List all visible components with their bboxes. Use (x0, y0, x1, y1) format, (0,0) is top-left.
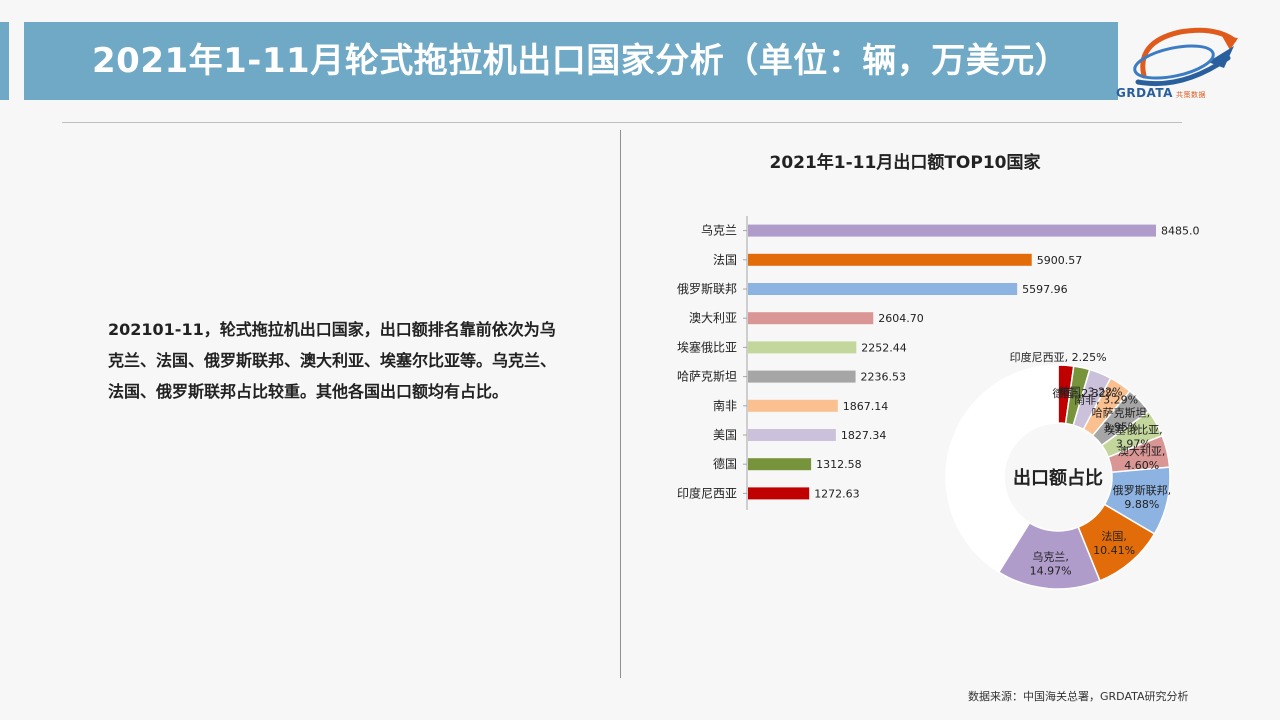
bar-value-label: 1867.14 (843, 400, 889, 413)
bar-value-label: 1312.58 (816, 458, 862, 471)
bar-value-label: 1272.63 (814, 487, 860, 500)
donut-center-title: 出口额占比 (1013, 467, 1103, 489)
donut-data-label: 哈萨克斯坦, 3.95% (1092, 405, 1151, 433)
donut-data-label: 澳大利亚, 4.60% (1118, 444, 1166, 472)
grdata-logo-icon (1133, 27, 1238, 87)
bar-category-label: 南非 (713, 398, 737, 413)
bar-category-label: 美国 (713, 428, 737, 442)
bar (748, 370, 856, 383)
bar-value-label: 2236.53 (861, 371, 907, 384)
bar-value-label: 2252.44 (861, 341, 907, 354)
donut-data-label: 德国, 2.32% (1052, 386, 1116, 400)
bar-value-label: 5900.57 (1037, 254, 1083, 267)
bar (748, 253, 1032, 266)
bar-chart: 乌克兰 8485.01 法国 5900.57 俄罗斯联邦 5597.96 澳大利亚 2604.… (677, 216, 1200, 510)
bar-chart-title: 2021年1-11月出口额TOP10国家 (769, 153, 1041, 173)
donut-data-label: 南非, 3.29% (1074, 394, 1138, 407)
donut-data-label: 美国, 3.22% (1059, 385, 1123, 398)
summary-text: 202101-11，轮式拖拉机出口国家，出口额排名靠前依次为乌克兰、法国、俄罗斯… (108, 320, 557, 401)
header-divider (62, 122, 1182, 123)
bar (748, 312, 874, 325)
donut-chart: 出口额占比 印度尼西亚, 2.25% 德国, 2.32%美国, 3.22%南非, 3… (945, 350, 1172, 590)
donut-data-label: 印度尼西亚, 2.25% (1010, 350, 1107, 364)
bar-value-label: 8485.01 (1161, 225, 1200, 238)
bar (748, 283, 1018, 295)
donut-data-label: 埃塞俄比亚, 3.97% (1104, 423, 1163, 451)
bar-category-label: 埃塞俄比亚 (677, 339, 737, 354)
bar (748, 341, 857, 354)
bar (748, 224, 1156, 237)
page-title: 2021年1-11月轮式拖拉机出口国家分析（单位：辆，万美元） (92, 41, 1070, 81)
logo-wordmark: GRDATA 共策数据 (1116, 86, 1206, 100)
bar-category-label: 印度尼西亚 (677, 485, 737, 500)
bar-category-label: 乌克兰 (701, 223, 737, 238)
bar-category-label: 哈萨克斯坦 (677, 370, 737, 384)
bar (748, 458, 812, 471)
bar (748, 429, 836, 441)
logo-brand: GRDATA (1116, 86, 1173, 100)
title-accent-bar (0, 22, 9, 100)
bar-category-label: 法国 (713, 253, 737, 267)
bar (748, 399, 838, 412)
column-divider (620, 130, 621, 678)
donut-data-label: 乌克兰, 14.97% (1030, 550, 1072, 578)
bar-category-label: 俄罗斯联邦 (677, 282, 737, 296)
logo-cn: 共策数据 (1175, 91, 1206, 99)
donut-data-label: 法国, 10.41% (1093, 529, 1135, 557)
bar-value-label: 1827.34 (841, 429, 887, 442)
bar-value-label: 5597.96 (1022, 283, 1068, 296)
donut-data-label: 俄罗斯联邦, 9.88% (1113, 484, 1172, 511)
donut-slice-other (945, 364, 1059, 574)
bar-value-label: 2604.70 (878, 312, 924, 325)
title-banner (24, 22, 1118, 100)
bar (748, 487, 810, 500)
bar-category-label: 德国 (713, 456, 737, 471)
bar-category-label: 澳大利亚 (689, 311, 737, 325)
data-source: 数据来源：中国海关总署，GRDATA研究分析 (968, 690, 1189, 703)
